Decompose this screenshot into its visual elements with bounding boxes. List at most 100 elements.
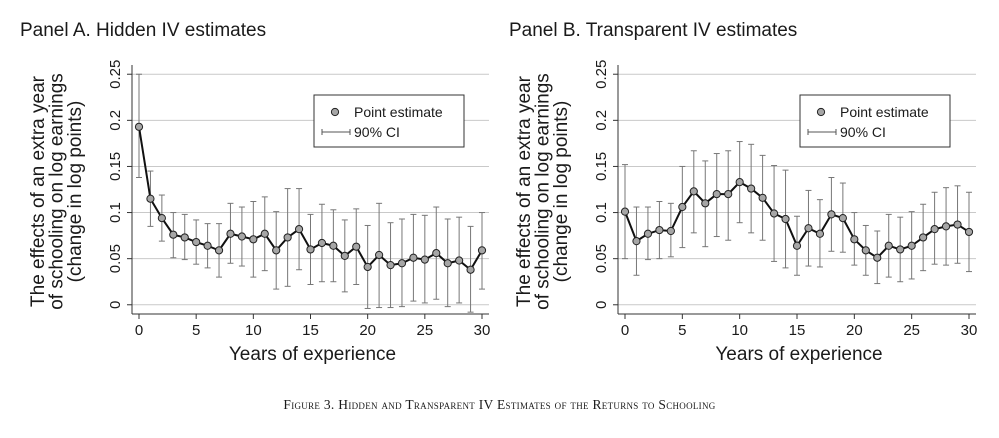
point-estimate-marker xyxy=(724,190,733,199)
x-tick-label: 15 xyxy=(789,322,806,339)
point-estimate-marker xyxy=(466,265,475,274)
point-estimate-marker xyxy=(432,249,441,258)
y-axis-title-line: of schooling on log earnings xyxy=(533,73,554,310)
point-estimate-marker xyxy=(769,209,779,218)
point-estimate-marker xyxy=(747,184,756,193)
y-tick-label: 0 xyxy=(107,301,124,309)
y-tick-label: 0.15 xyxy=(107,152,124,181)
point-estimate-marker xyxy=(203,241,212,250)
y-axis-title-line: The effects of an extra year xyxy=(514,75,535,307)
point-estimate-marker xyxy=(329,241,338,250)
point-estimate-marker xyxy=(792,241,802,250)
y-tick-label: 0.2 xyxy=(593,110,610,131)
y-tick-label: 0.25 xyxy=(107,60,124,89)
legend-label-point-estimate: Point estimate xyxy=(354,104,443,120)
y-axis-title-line: (change in log points) xyxy=(551,101,572,283)
point-estimate-marker xyxy=(632,237,641,246)
point-estimate-marker xyxy=(701,199,710,208)
point-estimate-marker xyxy=(226,229,235,238)
point-estimate-marker xyxy=(827,210,836,219)
point-estimate-marker xyxy=(919,233,928,242)
x-tick-label: 5 xyxy=(192,322,200,339)
legend-box xyxy=(313,94,465,148)
point-estimate-marker xyxy=(237,232,246,241)
point-estimate-marker xyxy=(884,241,893,250)
legend-label-ci: 90% CI xyxy=(354,124,400,140)
point-estimate-marker xyxy=(249,235,258,244)
y-tick-label: 0.05 xyxy=(107,244,124,273)
point-estimate-marker xyxy=(896,245,905,254)
point-estimate-marker xyxy=(306,245,315,254)
figure-caption: Figure 3. Hidden and Transparent IV Esti… xyxy=(283,397,716,412)
point-estimate-marker xyxy=(678,202,687,212)
legend: Point estimate 90% CI xyxy=(313,94,465,148)
point-estimate-marker xyxy=(861,246,870,255)
point-estimate-marker xyxy=(283,233,292,242)
point-estimate-marker xyxy=(180,233,189,242)
point-estimate-marker xyxy=(386,261,395,270)
point-estimate-marker xyxy=(157,213,166,223)
point-estimate-marker xyxy=(815,229,825,238)
point-estimate-marker xyxy=(397,259,407,268)
point-estimate-marker xyxy=(477,246,487,255)
x-tick-label: 15 xyxy=(302,322,319,339)
y-tick-label: 0.15 xyxy=(593,152,610,181)
point-estimate-marker xyxy=(804,224,813,233)
y-tick-label: 0.1 xyxy=(593,202,610,223)
point-estimate-marker xyxy=(420,255,429,264)
x-tick-label: 0 xyxy=(135,322,143,339)
y-axis-title-line: The effects of an extra year xyxy=(28,75,49,307)
point-estimate-marker xyxy=(666,226,675,236)
point-estimate-marker xyxy=(850,235,859,244)
point-estimate-marker xyxy=(455,256,464,265)
x-tick-label: 5 xyxy=(678,322,686,339)
point-estimate-marker xyxy=(409,253,418,262)
point-estimate-marker xyxy=(375,250,384,260)
x-axis-title: Years of experience xyxy=(715,344,882,365)
y-tick-label: 0 xyxy=(593,301,610,309)
y-tick-label: 0.05 xyxy=(593,244,610,273)
x-tick-label: 0 xyxy=(621,322,629,339)
point-estimate-marker xyxy=(146,194,155,203)
point-estimate-marker xyxy=(758,193,767,202)
x-axis-title: Years of experience xyxy=(229,344,396,365)
x-tick-label: 10 xyxy=(245,322,262,339)
point-estimate-marker xyxy=(294,225,304,234)
x-tick-label: 10 xyxy=(731,322,748,339)
point-estimate-marker xyxy=(134,122,144,131)
point-estimate-marker xyxy=(352,242,361,251)
y-axis-title-line: (change in log points) xyxy=(65,101,86,283)
y-tick-label: 0.25 xyxy=(593,60,610,89)
point-estimate-marker xyxy=(317,238,327,248)
panel-title: Panel A. Hidden IV estimates xyxy=(20,20,266,41)
x-tick-label: 20 xyxy=(846,322,863,339)
point-estimate-marker xyxy=(907,241,916,250)
x-tick-label: 20 xyxy=(359,322,376,339)
point-estimate-marker xyxy=(169,230,178,239)
point-estimate-marker xyxy=(260,229,269,238)
panel-title: Panel B. Transparent IV estimates xyxy=(509,20,797,41)
legend-label-point-estimate: Point estimate xyxy=(840,104,929,120)
point-estimate-marker xyxy=(735,178,744,187)
point-estimate-marker xyxy=(192,237,201,247)
y-tick-label: 0.2 xyxy=(107,110,124,131)
panel-a: Panel A. Hidden IV estimates 0 0.05 0.1 0.15… xyxy=(20,20,490,365)
y-axis-title-line: of schooling on log earnings xyxy=(47,73,68,310)
point-estimate-marker xyxy=(689,187,698,196)
point-estimate-marker xyxy=(781,214,790,224)
point-estimate-marker xyxy=(620,207,630,216)
point-estimate-marker xyxy=(655,225,664,235)
point-estimate-marker xyxy=(340,251,349,260)
point-estimate-marker xyxy=(964,227,974,237)
point-estimate-marker xyxy=(443,259,452,268)
x-tick-label: 30 xyxy=(961,322,978,339)
panel-b: Panel B. Transparent IV estimates 0 0.05 0.… xyxy=(509,20,977,365)
point-estimate-marker xyxy=(363,262,372,272)
point-estimate-marker xyxy=(838,213,847,223)
y-tick-label: 0.1 xyxy=(107,202,124,223)
x-tick-label: 25 xyxy=(416,322,433,339)
point-estimate-marker xyxy=(272,246,281,255)
x-tick-label: 30 xyxy=(474,322,491,339)
point-estimate-marker xyxy=(873,253,882,262)
